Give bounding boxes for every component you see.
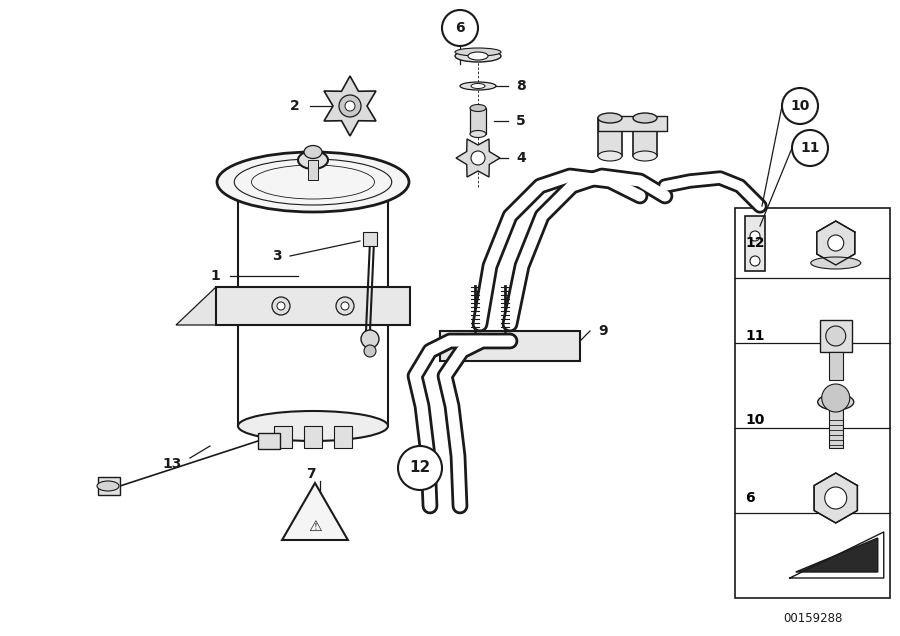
- Bar: [216, 287, 410, 325]
- Text: 11: 11: [800, 141, 820, 155]
- Circle shape: [339, 95, 361, 117]
- Polygon shape: [814, 473, 858, 523]
- Text: 12: 12: [410, 460, 430, 476]
- Bar: [820, 320, 851, 352]
- Text: 6: 6: [745, 491, 754, 505]
- Ellipse shape: [470, 130, 486, 137]
- Text: 10: 10: [790, 99, 810, 113]
- Bar: [334, 426, 352, 448]
- Circle shape: [364, 345, 376, 357]
- Text: 00159288: 00159288: [783, 611, 842, 625]
- Polygon shape: [816, 221, 855, 265]
- Bar: [598, 118, 622, 156]
- Bar: [363, 232, 377, 246]
- Circle shape: [828, 235, 844, 251]
- Ellipse shape: [633, 151, 657, 161]
- Text: 10: 10: [745, 413, 764, 427]
- Polygon shape: [324, 76, 376, 136]
- Ellipse shape: [818, 394, 854, 410]
- Bar: [470, 108, 486, 134]
- Circle shape: [272, 297, 290, 315]
- Ellipse shape: [455, 50, 501, 62]
- Text: 9: 9: [598, 324, 608, 338]
- Circle shape: [471, 151, 485, 165]
- Text: 12: 12: [745, 236, 764, 250]
- Circle shape: [398, 446, 442, 490]
- Circle shape: [750, 231, 760, 241]
- Ellipse shape: [298, 151, 328, 169]
- Circle shape: [341, 302, 349, 310]
- Circle shape: [442, 10, 478, 46]
- Text: 11: 11: [745, 329, 764, 343]
- Ellipse shape: [97, 481, 119, 491]
- Bar: [598, 116, 667, 131]
- Bar: [633, 118, 657, 156]
- Ellipse shape: [598, 113, 622, 123]
- Ellipse shape: [471, 83, 485, 88]
- Text: 6: 6: [455, 21, 464, 35]
- Circle shape: [345, 101, 355, 111]
- Ellipse shape: [811, 257, 860, 269]
- Polygon shape: [456, 139, 500, 177]
- Bar: [258, 433, 280, 449]
- Ellipse shape: [468, 52, 488, 60]
- Text: 4: 4: [516, 151, 526, 165]
- Polygon shape: [282, 483, 348, 540]
- Bar: [735, 208, 890, 598]
- Bar: [98, 477, 120, 495]
- Text: 7: 7: [306, 467, 316, 481]
- Bar: [308, 160, 318, 180]
- Polygon shape: [796, 538, 878, 572]
- Circle shape: [822, 384, 850, 412]
- Circle shape: [361, 330, 379, 348]
- Ellipse shape: [460, 82, 496, 90]
- Circle shape: [336, 297, 354, 315]
- Circle shape: [750, 256, 760, 266]
- Polygon shape: [176, 287, 216, 325]
- Bar: [829, 352, 842, 380]
- Bar: [304, 426, 322, 448]
- Text: 5: 5: [516, 114, 526, 128]
- Circle shape: [826, 326, 846, 346]
- Ellipse shape: [455, 48, 501, 56]
- Text: 13: 13: [163, 457, 182, 471]
- Bar: [829, 400, 842, 448]
- Circle shape: [277, 302, 285, 310]
- Ellipse shape: [470, 104, 486, 111]
- Circle shape: [782, 88, 818, 124]
- Text: ⚠: ⚠: [308, 518, 322, 534]
- Text: 1: 1: [211, 269, 220, 283]
- Ellipse shape: [238, 411, 388, 441]
- Bar: [745, 216, 765, 271]
- Ellipse shape: [304, 146, 322, 158]
- Ellipse shape: [633, 113, 657, 123]
- Circle shape: [792, 130, 828, 166]
- Circle shape: [824, 487, 847, 509]
- Ellipse shape: [217, 152, 409, 212]
- Text: 8: 8: [516, 79, 526, 93]
- Bar: [440, 331, 580, 361]
- Bar: [274, 426, 292, 448]
- Text: 2: 2: [290, 99, 300, 113]
- Text: 3: 3: [273, 249, 282, 263]
- Ellipse shape: [598, 151, 622, 161]
